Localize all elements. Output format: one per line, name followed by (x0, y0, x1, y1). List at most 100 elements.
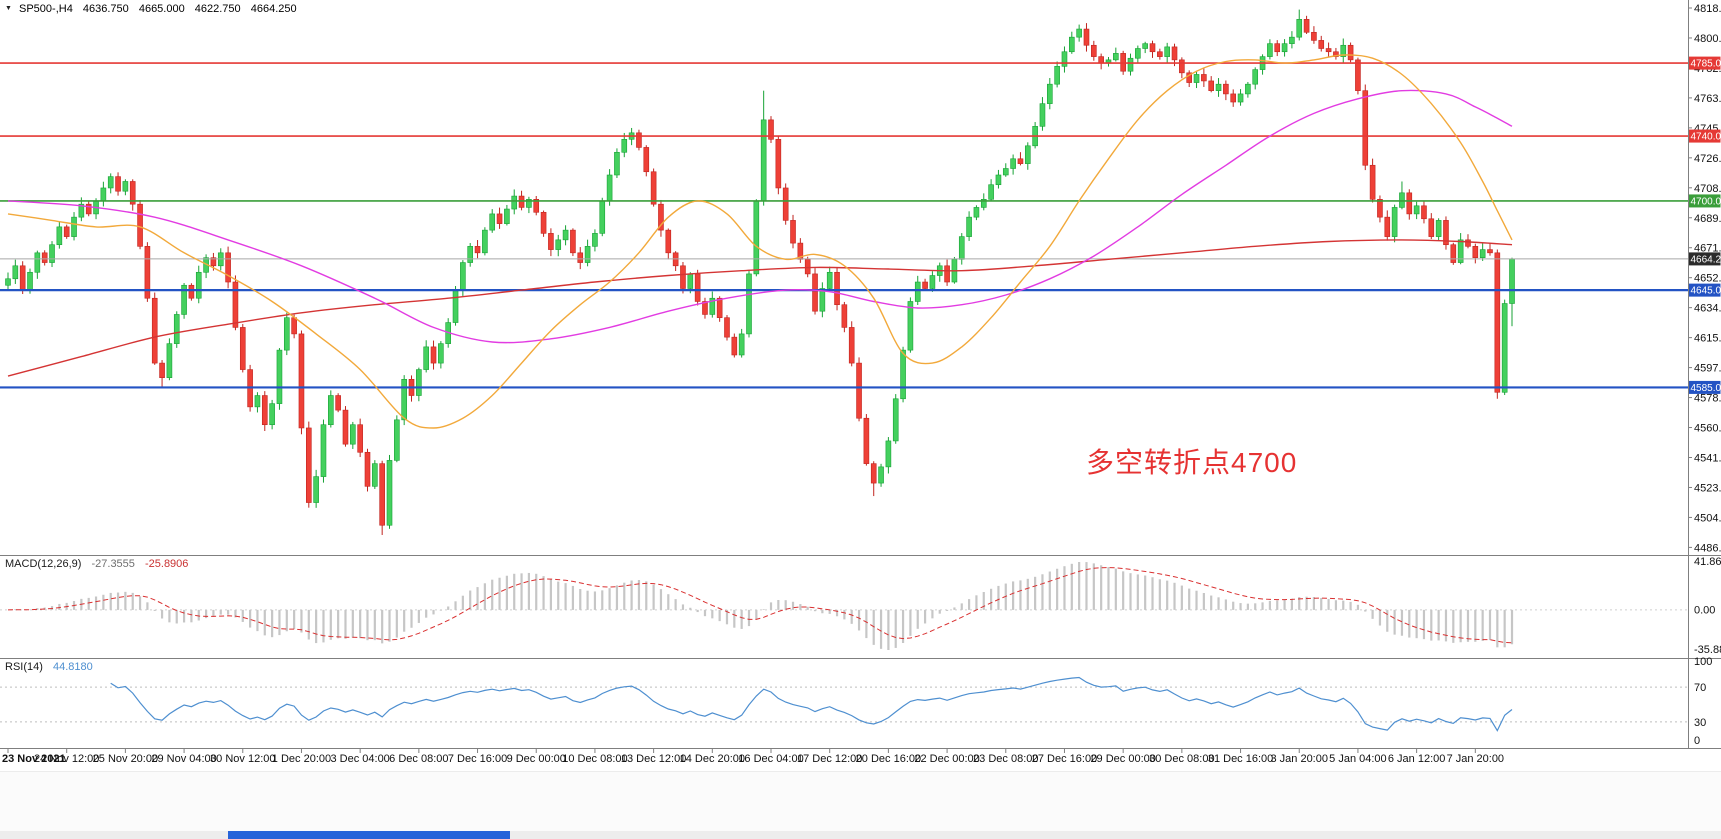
candle-bull (78, 203, 85, 218)
candle-bull (1193, 74, 1200, 83)
candle-bear (496, 213, 503, 224)
candle-bull (1296, 19, 1303, 38)
candle-bear (1201, 74, 1207, 82)
candle-bull (401, 379, 407, 421)
symbol-timeframe: SP500-,H4 (19, 3, 73, 15)
candle-bull (929, 275, 936, 289)
svg-text:4664.250: 4664.250 (1691, 254, 1721, 265)
candle-bull (467, 246, 474, 263)
horizontal-scrollbar-thumb[interactable] (228, 831, 510, 839)
time-axis-label: 29 Dec 00:00 (1090, 753, 1155, 765)
candle-bull (254, 395, 261, 408)
time-axis-label: 29 Nov 04:00 (151, 753, 216, 765)
quote-high: 4665.000 (138, 3, 185, 15)
candle-bull (328, 395, 334, 426)
svg-text:4523.300: 4523.300 (1694, 482, 1721, 494)
candle-bear (1450, 244, 1457, 263)
candle-bull (452, 289, 459, 323)
time-axis-label: 1 Dec 20:00 (272, 753, 331, 765)
rsi-axis-label: 30 (1694, 717, 1706, 729)
candle-bull (1399, 192, 1405, 208)
candle-bull (1024, 145, 1031, 164)
candle-bull (122, 181, 129, 192)
candle-bull (423, 346, 429, 370)
candle-bear (870, 463, 877, 484)
candle-bull (621, 139, 628, 153)
macd-histogram (14, 562, 1514, 650)
candle-bull (71, 216, 77, 237)
svg-text:4541.780: 4541.780 (1694, 453, 1721, 465)
candle-bear (1083, 28, 1090, 46)
candle-bull (709, 297, 716, 315)
candle-bear (577, 252, 584, 263)
time-axis-label: 16 Dec 04:00 (738, 753, 803, 765)
candle-bear (1347, 44, 1354, 61)
time-axis-label: 17 Dec 12:00 (797, 753, 862, 765)
candle-bear (790, 220, 796, 244)
candle-bull (1069, 36, 1075, 53)
candle-bear (768, 119, 774, 140)
macd-main-value: -27.3555 (91, 558, 135, 570)
candle-bear (841, 304, 848, 328)
candle-bear (261, 395, 268, 426)
candle-bull (988, 184, 994, 200)
horizontal-scrollbar-track[interactable] (0, 831, 1721, 839)
candle-bull (1245, 83, 1251, 95)
candle-bull (504, 208, 510, 224)
rsi-name: RSI(14) (5, 661, 43, 673)
candle-bear (856, 362, 862, 419)
candle-bear (944, 265, 950, 283)
candle-bull (738, 333, 745, 356)
candle-bull (56, 226, 63, 246)
candle-bull (27, 271, 33, 291)
candle-bull (1340, 44, 1347, 57)
quote-close: 4664.250 (250, 3, 297, 15)
candle-bull (1054, 66, 1060, 85)
bottom-band (0, 771, 1721, 839)
time-axis-label: 23 Nov 2021 (2, 753, 66, 765)
candle-bear (848, 327, 855, 364)
candle-bear (775, 139, 782, 189)
candle-bear (298, 333, 305, 429)
candle-bear (548, 233, 554, 250)
price-level-badge: 4700.000 (1688, 194, 1721, 208)
time-axis-label: 30 Nov 12:00 (210, 753, 275, 765)
candle-bull (614, 151, 620, 176)
quote-low: 4622.750 (194, 3, 241, 15)
candle-bull (1267, 43, 1273, 57)
candle-bear (1274, 43, 1281, 53)
chart-annotation-text: 多空转折点4700 (1086, 447, 1298, 478)
macd-axis-label: -35.8856 (1694, 644, 1721, 656)
time-axis-label: 20 Dec 16:00 (856, 753, 921, 765)
candle-bull (350, 424, 356, 445)
candle-bull (1127, 57, 1134, 72)
svg-text:4652.660: 4652.660 (1694, 273, 1721, 285)
candle-bear (1223, 83, 1229, 95)
candle-bear (379, 463, 385, 526)
candle-bear (1157, 51, 1163, 57)
candle-bear (239, 327, 246, 370)
candle-bear (643, 147, 650, 173)
candle-bull (1061, 51, 1068, 67)
candle-bull (1252, 69, 1259, 85)
candle-bull (760, 119, 767, 202)
candle-bull (1237, 93, 1244, 103)
candle-bull (1010, 158, 1016, 169)
time-axis-label: 6 Dec 08:00 (389, 753, 448, 765)
candle-bear (533, 199, 540, 213)
candle-bear (1362, 90, 1369, 166)
candle-bear (1186, 72, 1192, 83)
symbol-dropdown-icon[interactable]: ▼ (5, 5, 12, 12)
time-axis-label: 30 Dec 08:00 (1149, 753, 1214, 765)
svg-text:4726.580: 4726.580 (1694, 153, 1721, 165)
candle-bear (665, 229, 672, 254)
time-axis-label: 25 Nov 20:00 (93, 753, 158, 765)
candle-bull (1479, 249, 1486, 258)
time-axis-label: 14 Dec 20:00 (680, 753, 745, 765)
candle-bear (1384, 216, 1391, 237)
candle-bull (900, 349, 906, 400)
candle-bull (394, 419, 400, 461)
rsi-line (110, 676, 1513, 732)
svg-text:4585.000: 4585.000 (1691, 383, 1721, 394)
